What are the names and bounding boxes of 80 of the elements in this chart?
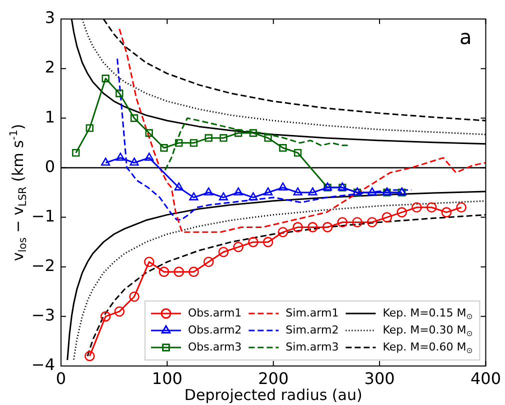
- point: [129, 291, 140, 302]
- annotation: a: [459, 25, 472, 50]
- point: [292, 222, 303, 232]
- point: [382, 212, 392, 222]
- y-axis-title: vlos − vLSR (km s-1): [8, 124, 30, 262]
- point: [174, 266, 184, 277]
- point: [175, 139, 183, 147]
- point: [145, 129, 153, 137]
- legend-label: Obs.arm1: [188, 306, 242, 320]
- point: [366, 217, 378, 228]
- y-tick-label: −2: [31, 256, 55, 276]
- point: [264, 134, 272, 142]
- point: [308, 222, 318, 232]
- point: [174, 182, 184, 190]
- point: [218, 192, 228, 200]
- line-series: [164, 117, 351, 171]
- point: [86, 124, 94, 132]
- point: [262, 236, 274, 248]
- point: [337, 217, 348, 228]
- point: [352, 217, 362, 228]
- point: [144, 256, 154, 268]
- point: [456, 202, 466, 213]
- point: [84, 350, 95, 362]
- point: [116, 152, 126, 161]
- legend-label: Sim.arm3: [286, 340, 339, 354]
- x-tick-label: 300: [364, 368, 395, 388]
- point: [441, 207, 452, 218]
- point: [294, 149, 302, 157]
- point: [233, 242, 244, 252]
- point: [160, 144, 168, 152]
- point: [234, 129, 242, 137]
- point: [218, 246, 229, 258]
- point: [293, 187, 302, 196]
- point: [204, 187, 214, 196]
- y-tick-label: 3: [44, 8, 55, 28]
- y-tick-label: −1: [31, 206, 55, 226]
- y-tick-label: 0: [44, 156, 55, 176]
- y-tick-label: 2: [44, 58, 55, 77]
- point: [130, 114, 138, 122]
- point: [144, 152, 154, 161]
- point: [158, 266, 170, 277]
- point: [248, 236, 258, 248]
- legend-label: Obs.arm2: [188, 323, 242, 336]
- point: [72, 149, 80, 157]
- point: [114, 306, 125, 317]
- point: [396, 207, 407, 218]
- y-tick-label: −4: [31, 355, 55, 374]
- legend-label: Sim.arm1: [286, 306, 339, 320]
- point: [368, 187, 377, 196]
- line-series: [118, 28, 486, 233]
- point: [204, 134, 212, 142]
- point: [188, 266, 199, 277]
- legend-label: Obs.arm3: [188, 340, 242, 354]
- point: [278, 227, 288, 238]
- x-tick-label: 200: [258, 368, 289, 388]
- point: [426, 202, 437, 213]
- point: [190, 139, 198, 147]
- y-tick-label: −3: [31, 306, 55, 325]
- point: [234, 187, 243, 196]
- point: [102, 74, 110, 82]
- point: [220, 134, 228, 142]
- point: [412, 202, 422, 213]
- point: [279, 144, 287, 152]
- point: [100, 311, 111, 322]
- point: [248, 192, 258, 200]
- point: [308, 187, 318, 196]
- x-tick-label: 400: [470, 368, 502, 388]
- point: [203, 256, 214, 268]
- point: [249, 129, 258, 137]
- point: [322, 222, 333, 232]
- point: [264, 187, 273, 196]
- x-axis-title: Deprojected radius (au): [184, 386, 362, 404]
- point: [189, 192, 198, 200]
- x-tick-label: 100: [152, 368, 182, 388]
- legend-label: Sim.arm2: [286, 323, 339, 336]
- y-tick-label: 1: [44, 107, 55, 126]
- point: [116, 90, 124, 98]
- point: [101, 158, 110, 166]
- point: [130, 158, 139, 166]
- point: [278, 182, 288, 190]
